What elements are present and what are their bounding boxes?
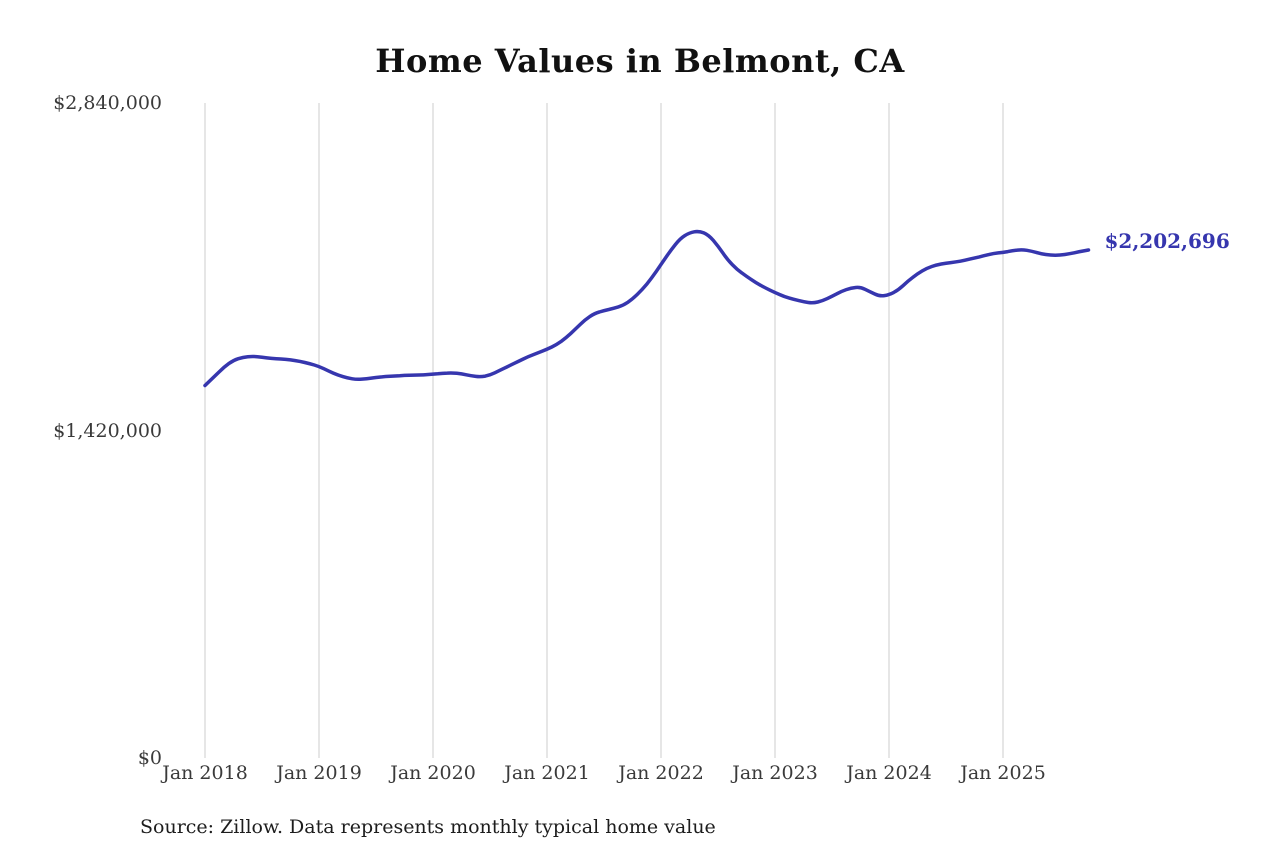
- y-axis-label: $0: [137, 747, 162, 769]
- x-axis-label: Jan 2023: [732, 762, 818, 784]
- x-axis-label: Jan 2021: [504, 762, 590, 784]
- y-axis-label: $2,840,000: [53, 92, 162, 114]
- current-value-label: $2,202,696: [1104, 229, 1230, 253]
- x-axis-label: Jan 2020: [390, 762, 476, 784]
- y-axis-label: $1,420,000: [53, 419, 162, 442]
- x-axis-label: Jan 2025: [960, 762, 1046, 784]
- x-axis-label: Jan 2022: [618, 762, 704, 784]
- chart-title: Home Values in Belmont, CA: [375, 42, 905, 80]
- x-axis-label: Jan 2024: [846, 762, 932, 784]
- value-line: [203, 229, 1091, 388]
- x-axis-label: Jan 2018: [162, 762, 248, 784]
- source-note: Source: Zillow. Data represents monthly …: [140, 816, 716, 838]
- x-axis-label: Jan 2019: [276, 762, 362, 784]
